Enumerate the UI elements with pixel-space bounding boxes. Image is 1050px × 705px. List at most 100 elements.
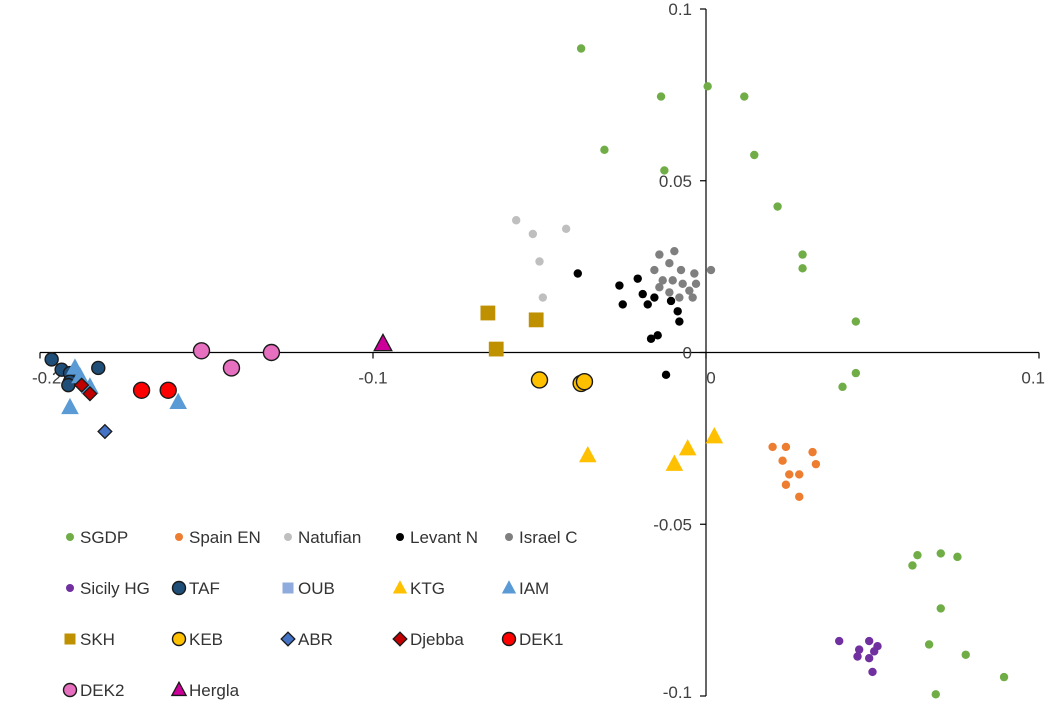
legend-item-dek1: DEK1 [501, 630, 563, 649]
sgdp-point [600, 145, 609, 155]
sgdp-point [913, 550, 922, 560]
natufian-point [538, 293, 548, 302]
legend-marker-oub [282, 582, 294, 594]
natufian-point [528, 229, 538, 239]
legend-label-spain-en: Spain EN [189, 528, 261, 547]
ktg-point [578, 445, 597, 463]
israel-c-point [655, 283, 664, 292]
legend-marker-sicily-hg [66, 584, 74, 592]
skh-point [488, 341, 504, 357]
dek1-point [159, 381, 177, 399]
israel-c-point [665, 288, 674, 297]
taf-point [91, 360, 106, 376]
x-tick-label: 0.1 [1021, 369, 1045, 388]
levant-n-point [661, 370, 671, 380]
legend-marker-skh [64, 633, 76, 645]
legend-item-dek2: DEK2 [62, 681, 124, 700]
legend-marker-iam [501, 580, 517, 594]
abr-point [97, 423, 113, 440]
levant-n-point [666, 296, 676, 306]
legend-item-skh: SKH [64, 630, 115, 649]
legend-label-keb: KEB [189, 630, 223, 649]
israel-c-point [665, 258, 674, 268]
legend-marker-israel-c [505, 533, 513, 541]
sgdp-point [838, 382, 847, 392]
sicily-hg-point [868, 667, 877, 677]
legend-label-skh: SKH [80, 630, 115, 649]
legend-item-ktg: KTG [392, 579, 445, 598]
levant-n-point [675, 317, 684, 326]
sgdp-point [953, 552, 962, 562]
legend-marker-hergla [170, 680, 188, 697]
iam-point [81, 377, 99, 394]
sgdp-point [851, 317, 861, 326]
x-tick-label: -0.1 [358, 369, 387, 388]
legend-label-sicily-hg: Sicily HG [80, 579, 150, 598]
levant-n-point [653, 331, 662, 340]
spain-en-point [785, 470, 794, 479]
israel-c-point [658, 276, 667, 285]
spain-en-point [795, 492, 804, 501]
legend-label-iam: IAM [519, 579, 549, 598]
y-tick-label: -0.05 [653, 515, 692, 534]
natufian-point [561, 224, 571, 234]
sicily-hg-point [869, 647, 879, 656]
legend-item-iam: IAM [501, 579, 549, 598]
legend-marker-natufian [284, 533, 292, 541]
legend-marker-sgdp [66, 533, 74, 541]
legend-item-natufian: Natufian [284, 528, 361, 547]
sgdp-point [936, 604, 945, 613]
y-tick-label: 0.1 [668, 0, 692, 19]
sgdp-point [660, 166, 669, 175]
legend-marker-levant-n [396, 533, 404, 541]
legend-label-taf: TAF [189, 579, 220, 598]
dek2-point [192, 342, 211, 360]
y-tick-label: 0.05 [659, 172, 692, 191]
legend-item-levant-n: Levant N [396, 528, 478, 547]
levant-n-point [638, 289, 647, 299]
legend-label-sgdp: SGDP [80, 528, 128, 547]
sgdp-point [740, 92, 749, 101]
israel-c-point [670, 246, 679, 256]
sgdp-point [773, 202, 782, 211]
israel-c-point [655, 250, 664, 259]
israel-c-point [688, 293, 697, 302]
sgdp-point [656, 92, 666, 101]
israel-c-point [690, 269, 699, 278]
legend-label-israel-c: Israel C [519, 528, 578, 547]
legend-item-sgdp: SGDP [66, 528, 128, 547]
ktg-point [665, 454, 684, 471]
legend-item-djebba: Djebba [392, 630, 464, 649]
sgdp-point [750, 150, 759, 160]
sgdp-point [924, 640, 934, 649]
legend-label-ktg: KTG [410, 579, 445, 598]
legend-item-spain-en: Spain EN [175, 528, 261, 547]
sgdp-point [576, 44, 586, 53]
israel-c-point [668, 276, 677, 285]
spain-en-point [811, 459, 821, 469]
x-tick-label: 0 [706, 369, 715, 388]
iam-point [169, 392, 187, 410]
natufian-point [511, 216, 521, 225]
spain-en-point [781, 442, 791, 452]
data-points [44, 44, 1009, 699]
israel-c-point [676, 265, 686, 275]
iam-point [71, 366, 89, 384]
israel-c-point [650, 265, 659, 275]
legend-item-abr: ABR [280, 630, 333, 649]
israel-c-point [685, 286, 694, 295]
legend-item-oub: OUB [282, 579, 335, 598]
legend-marker-djebba [392, 631, 408, 647]
iam-point [61, 397, 79, 415]
legend-label-djebba: Djebba [410, 630, 464, 649]
ktg-point [705, 427, 724, 444]
levant-n-point [633, 274, 642, 283]
y-tick-label: -0.1 [663, 683, 692, 702]
keb-point [530, 371, 549, 389]
israel-c-point [706, 265, 716, 275]
sgdp-point [798, 250, 807, 259]
legend-marker-dek2 [62, 682, 78, 698]
sgdp-point [936, 549, 945, 558]
spain-en-point [778, 456, 787, 465]
